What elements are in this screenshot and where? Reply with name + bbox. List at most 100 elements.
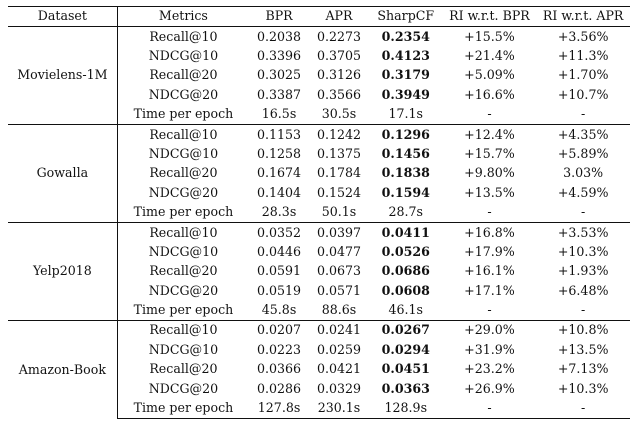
cell-apr: 50.1s — [321, 204, 357, 220]
cell-bpr: 0.0366 — [257, 361, 302, 377]
cell-metric: NDCG@20 — [148, 380, 219, 396]
cell-sharpcf: 0.1594 — [381, 184, 430, 200]
cell-metric: Recall@20 — [149, 361, 218, 377]
header-sharpcf: SharpCF — [368, 5, 443, 28]
cell-apr: 0.0259 — [316, 341, 362, 357]
cell-ri-apr: - — [581, 302, 586, 318]
cell-apr: 0.3126 — [316, 67, 362, 83]
table-row: NDCG@10 0.0446 0.0477 0.0526 +17.9% +10.3% — [8, 243, 630, 262]
cell-bpr: 0.0591 — [257, 263, 302, 279]
cell-bpr: 0.3387 — [257, 86, 302, 102]
cell-ri-apr: +11.3% — [557, 48, 609, 64]
cell-ri-apr: +6.48% — [557, 282, 609, 298]
cell-ri-bpr: +16.1% — [464, 263, 515, 279]
cell-ri-bpr: +16.6% — [464, 86, 515, 102]
cell-bpr: 28.3s — [261, 204, 297, 220]
table-row: Time per epoch 16.5s 30.5s 17.1s - - — [8, 105, 630, 125]
dataset-group: Amazon-Book Recall@10 0.0207 0.0241 0.0267 +2… — [8, 320, 630, 420]
cell-metric: Recall@20 — [149, 263, 218, 279]
cell-metric: NDCG@10 — [148, 341, 219, 357]
cell-metric: NDCG@10 — [148, 145, 219, 161]
table-row: Time per epoch 45.8s 88.6s 46.1s - - — [8, 301, 630, 321]
cell-apr: 0.0241 — [309, 320, 369, 341]
cell-sharpcf: 28.7s — [388, 204, 424, 220]
cell-sharpcf: 128.9s — [368, 398, 443, 420]
cell-bpr: 0.0446 — [257, 243, 302, 259]
cell-metric: Recall@10 — [117, 124, 250, 145]
cell-metric: NDCG@20 — [148, 86, 219, 102]
cell-ri-apr: +10.8% — [536, 320, 630, 341]
table-row: NDCG@20 0.0286 0.0329 0.0363 +26.9% +10.3% — [8, 379, 630, 398]
cell-ri-bpr: +15.5% — [442, 26, 537, 47]
cell-apr: 0.0571 — [316, 282, 362, 298]
cell-apr: 230.1s — [309, 398, 369, 420]
cell-bpr: 0.1404 — [257, 184, 302, 200]
cell-sharpcf: 0.1838 — [381, 165, 430, 181]
cell-ri-bpr: +29.0% — [442, 320, 537, 341]
table-row: NDCG@20 0.0519 0.0571 0.0608 +17.1% +6.48% — [8, 281, 630, 300]
cell-apr: 0.0421 — [316, 361, 362, 377]
cell-ri-bpr: +21.4% — [464, 48, 515, 64]
cell-apr: 0.3566 — [316, 86, 362, 102]
cell-apr: 0.0329 — [316, 380, 362, 396]
cell-apr: 0.1242 — [309, 124, 369, 145]
cell-ri-apr: - — [581, 204, 586, 220]
cell-apr: 0.0477 — [316, 243, 362, 259]
table-row: NDCG@10 0.1258 0.1375 0.1456 +15.7% +5.89% — [8, 145, 630, 164]
cell-apr: 0.0673 — [316, 263, 362, 279]
cell-ri-bpr: +5.09% — [464, 67, 515, 83]
cell-metric: Time per epoch — [133, 204, 234, 220]
cell-dataset: Yelp2018 — [8, 222, 118, 321]
cell-sharpcf: 0.2354 — [368, 26, 443, 47]
cell-apr: 0.1784 — [316, 165, 362, 181]
table-row: Recall@20 0.0591 0.0673 0.0686 +16.1% +1.93% — [8, 262, 630, 281]
table-row: Movielens-1M Recall@10 0.2038 0.2273 0.2354 +… — [8, 26, 630, 125]
cell-sharpcf: 0.0294 — [381, 341, 430, 357]
cell-bpr: 0.0352 — [249, 222, 310, 243]
cell-ri-apr: +1.93% — [557, 263, 609, 279]
table-row: Gowalla Recall@10 0.1153 0.1242 0.1296 +12.4%… — [8, 124, 630, 223]
header-ri-apr: RI w.r.t. APR — [536, 5, 630, 28]
cell-ri-bpr: +15.7% — [464, 145, 515, 161]
cell-metric: Recall@20 — [149, 165, 218, 181]
cell-metric: Time per epoch — [133, 106, 234, 122]
cell-apr: 0.1524 — [316, 184, 362, 200]
dataset-group: Gowalla Recall@10 0.1153 0.1242 0.1296 +12.4%… — [8, 124, 630, 223]
cell-ri-apr: +1.70% — [557, 67, 609, 83]
cell-ri-apr: - — [536, 398, 630, 420]
cell-ri-bpr: - — [487, 106, 492, 122]
table-row: NDCG@10 0.0223 0.0259 0.0294 +31.9% +13.5% — [8, 341, 630, 360]
cell-dataset: Gowalla — [8, 124, 118, 223]
cell-dataset: Movielens-1M — [8, 26, 118, 125]
cell-bpr: 0.0286 — [257, 380, 302, 396]
cell-apr: 0.2273 — [309, 26, 369, 47]
cell-sharpcf: 0.0686 — [381, 263, 430, 279]
cell-sharpcf: 0.0363 — [381, 380, 430, 396]
table-row: NDCG@20 0.3387 0.3566 0.3949 +16.6% +10.7% — [8, 86, 630, 105]
table-row: NDCG@20 0.1404 0.1524 0.1594 +13.5% +4.59% — [8, 184, 630, 203]
cell-metric: Time per epoch — [133, 302, 234, 318]
cell-metric: NDCG@10 — [148, 48, 219, 64]
cell-bpr: 0.3025 — [257, 67, 302, 83]
cell-ri-bpr: +17.9% — [464, 243, 515, 259]
cell-bpr: 0.2038 — [249, 26, 310, 47]
table-row: Recall@20 0.0366 0.0421 0.0451 +23.2% +7.13% — [8, 360, 630, 379]
cell-ri-apr: +10.3% — [557, 380, 609, 396]
cell-metric: Recall@20 — [149, 67, 218, 83]
cell-ri-bpr: +17.1% — [464, 282, 515, 298]
cell-bpr: 0.1258 — [257, 145, 302, 161]
header-metrics: Metrics — [117, 5, 250, 28]
table-row: Time per epoch 127.8s 230.1s 128.9s - - — [8, 398, 630, 420]
cell-sharpcf: 17.1s — [388, 106, 424, 122]
cell-ri-bpr: +13.5% — [464, 184, 515, 200]
cell-sharpcf: 0.3179 — [381, 67, 430, 83]
cell-ri-apr: +3.56% — [536, 26, 630, 47]
cell-ri-apr: +5.89% — [557, 145, 609, 161]
table-row: Recall@20 0.3025 0.3126 0.3179 +5.09% +1.70% — [8, 66, 630, 85]
cell-ri-bpr: +16.8% — [442, 222, 537, 243]
header-bpr: BPR — [249, 5, 310, 28]
cell-sharpcf: 0.1296 — [368, 124, 443, 145]
cell-ri-bpr: +9.80% — [464, 165, 515, 181]
cell-ri-apr: +3.53% — [536, 222, 630, 243]
cell-sharpcf: 0.0267 — [368, 320, 443, 341]
